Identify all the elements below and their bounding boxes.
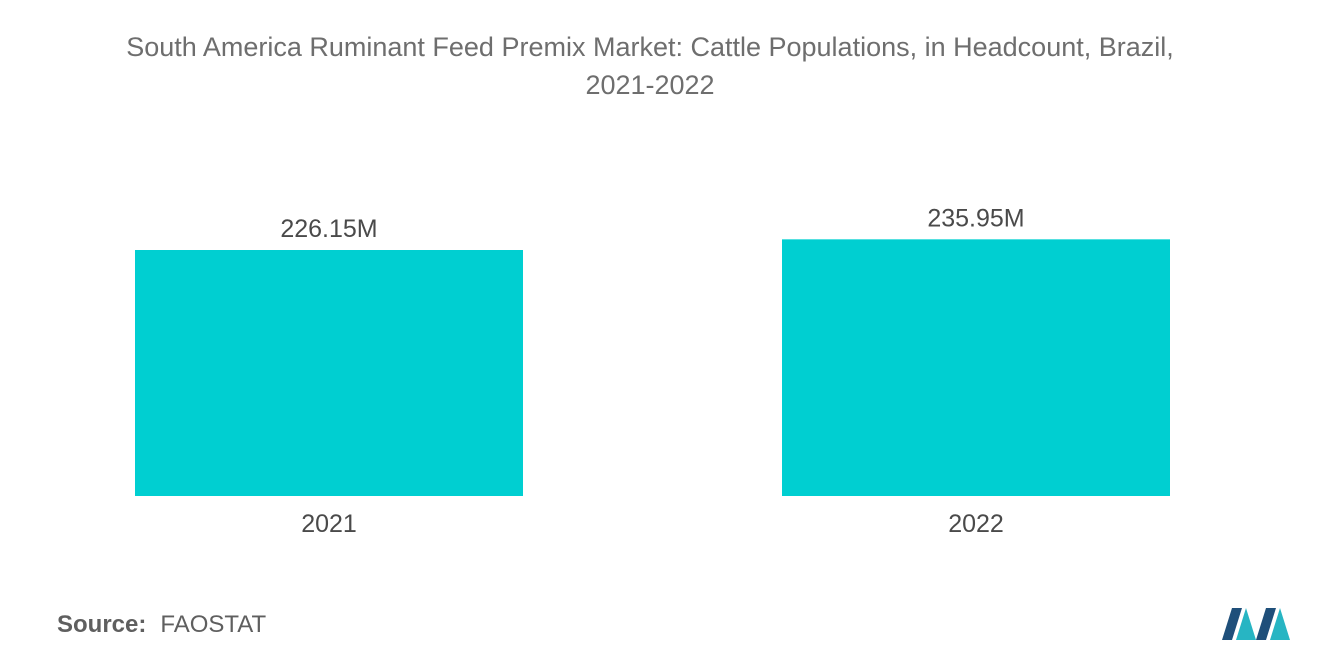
x-tick-label-2021: 2021 [301,510,357,538]
bar-2022 [782,239,1170,496]
chart-title-line-2: 2021-2022 [585,70,715,100]
source-label: Source: [57,611,147,638]
data-label-2022: 235.95M [927,204,1024,232]
source-value: FAOSTAT [160,611,267,638]
brand-logo-icon [1222,608,1290,640]
x-tick-label-2022: 2022 [948,510,1004,538]
chart-title: South America Ruminant Feed Premix Marke… [0,28,1300,104]
data-label-2021: 226.15M [280,215,377,243]
bar-2021 [135,250,523,496]
source-note: Source: FAOSTAT [57,611,266,639]
chart-title-line-1: South America Ruminant Feed Premix Marke… [126,32,1174,62]
